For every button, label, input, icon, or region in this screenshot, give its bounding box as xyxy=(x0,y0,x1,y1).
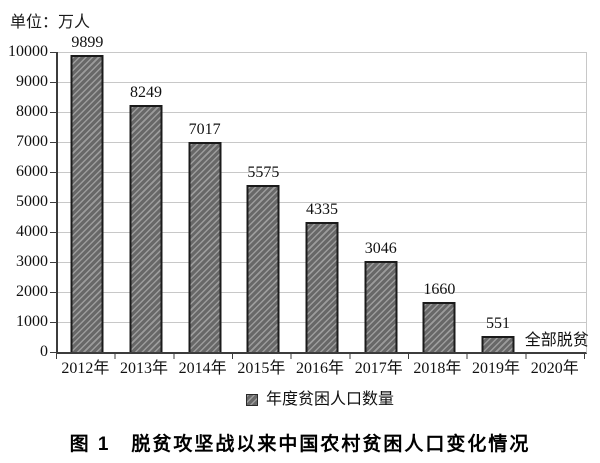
y-axis-ticks xyxy=(50,52,60,353)
y-tick-label: 3000 xyxy=(16,253,48,270)
y-tick-label: 6000 xyxy=(16,163,48,180)
x-tick-label: 2019年 xyxy=(472,360,521,377)
bar-slot-2020年: 全部脱贫 xyxy=(524,52,589,352)
x-tick-label: 2018年 xyxy=(413,360,462,377)
bar-value-label: 551 xyxy=(486,314,511,332)
bar-2019年 xyxy=(481,335,515,352)
bar-value-label: 4335 xyxy=(306,200,339,218)
y-axis-tick-labels: 10000 9000 8000 7000 6000 5000 4000 3000 2000 100… xyxy=(0,44,48,360)
y-tick-label: 5000 xyxy=(16,193,48,210)
y-tick-label: 2000 xyxy=(16,283,48,300)
x-axis-ticks xyxy=(56,354,585,359)
y-tick-label: 0 xyxy=(40,343,48,360)
legend-label: 年度贫困人口数量 xyxy=(265,391,394,408)
bar-2016年 xyxy=(305,221,339,352)
x-tick-label: 2012年 xyxy=(61,360,110,377)
bar-slot-2016年: 4335 xyxy=(293,52,352,352)
bar-2015年 xyxy=(246,184,280,352)
y-tick-label: 4000 xyxy=(16,223,48,240)
x-axis-tick-labels: 2012年 2013年 2014年 2015年 2016年 2017年 2018年 2019年… xyxy=(56,360,584,378)
x-tick-label: 2017年 xyxy=(354,360,403,377)
bar-value-label: 9899 xyxy=(71,34,104,51)
y-tick-label: 1000 xyxy=(16,313,48,330)
y-tick-label: 8000 xyxy=(16,103,48,120)
bar-slot-2014年: 7017 xyxy=(175,52,234,352)
y-tick-label: 9000 xyxy=(16,73,48,90)
bar-slot-2015年: 5575 xyxy=(234,52,293,352)
bar-slot-2018年: 1660 xyxy=(410,52,469,352)
bar-slot-2013年: 8249 xyxy=(117,52,176,352)
plot-area: 9899 8249 7017 5575 4335 3046 1660 551 全部脱贫 xyxy=(56,35,589,354)
figure-caption: 图 1 脱贫攻坚战以来中国农村贫困人口变化情况 xyxy=(69,434,531,455)
bar-2013年 xyxy=(129,104,163,352)
bar-2018年 xyxy=(422,302,456,352)
y-tick-label: 10000 xyxy=(8,43,48,60)
bar-value-label: 8249 xyxy=(130,83,162,101)
unit-label: 单位：万人 xyxy=(10,14,91,31)
x-tick-label: 2016年 xyxy=(296,360,345,377)
x-tick-label: 2020年 xyxy=(530,360,579,377)
x-tick-label: 2014年 xyxy=(178,360,227,377)
y-tick-label: 7000 xyxy=(16,133,48,150)
bar-2012年 xyxy=(70,55,104,352)
bar-slot-2012年: 9899 xyxy=(58,35,117,352)
x-tick-label: 2013年 xyxy=(120,360,169,377)
bar-value-label: 5575 xyxy=(247,163,280,181)
final-annotation: 全部脱贫 xyxy=(524,332,589,349)
bar-value-label: 1660 xyxy=(423,281,456,299)
bar-2017年 xyxy=(364,260,398,352)
legend-hatched-swatch-icon xyxy=(245,394,258,406)
bar-2014年 xyxy=(188,141,222,352)
bar-series: 9899 8249 7017 5575 4335 3046 1660 551 全部脱贫 xyxy=(58,35,589,352)
bar-slot-2019年: 551 xyxy=(469,52,528,352)
bar-value-label: 3046 xyxy=(364,239,397,257)
legend: 年度贫困人口数量 xyxy=(56,392,584,408)
x-tick-label: 2015年 xyxy=(237,360,286,377)
bar-slot-2017年: 3046 xyxy=(351,52,410,352)
bar-value-label: 7017 xyxy=(188,120,221,138)
